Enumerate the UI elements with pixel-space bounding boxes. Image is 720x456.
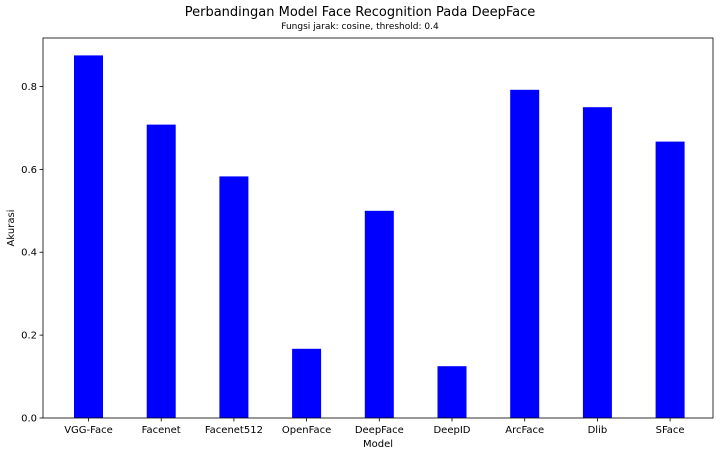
x-tick-label: Facenet bbox=[142, 425, 181, 436]
x-tick-label: SFace bbox=[656, 425, 685, 436]
x-axis-label: Model bbox=[363, 439, 393, 450]
bar-deepface bbox=[364, 210, 394, 418]
bar-facenet bbox=[146, 124, 176, 418]
plot-frame bbox=[42, 37, 714, 419]
chart-title: Perbandingan Model Face Recognition Pada… bbox=[184, 5, 536, 20]
x-tick-label: DeepID bbox=[433, 425, 470, 436]
bar-vgg-face bbox=[74, 55, 103, 419]
bar-deepid bbox=[437, 366, 467, 418]
bar-dlib bbox=[582, 107, 612, 419]
bar-sface bbox=[655, 141, 685, 418]
x-axis-ticks: VGG-Face Facenet Facenet512 OpenFace DeepFac… bbox=[64, 418, 685, 436]
y-axis-ticks: 0.0 0.2 0.4 0.6 0.8 bbox=[21, 82, 43, 425]
bar-facenet512 bbox=[219, 176, 249, 418]
y-tick-label: 0.8 bbox=[21, 82, 37, 93]
y-tick-label: 0.2 bbox=[21, 331, 37, 342]
y-tick-label: 0.4 bbox=[21, 248, 37, 259]
bars-group bbox=[74, 55, 685, 419]
y-tick-label: 0.6 bbox=[21, 165, 37, 176]
chart-subtitle: Fungsi jarak: cosine, threshold: 0.4 bbox=[281, 22, 439, 32]
x-tick-label: DeepFace bbox=[355, 425, 404, 436]
x-tick-label: OpenFace bbox=[282, 425, 331, 436]
y-tick-label: 0.0 bbox=[21, 414, 37, 425]
y-axis-label: Akurasi bbox=[6, 210, 17, 247]
x-tick-label: Facenet512 bbox=[205, 425, 263, 436]
x-tick-label: Dlib bbox=[588, 425, 608, 436]
x-tick-label: ArcFace bbox=[505, 425, 544, 436]
x-tick-label: VGG-Face bbox=[64, 425, 113, 436]
bar-arcface bbox=[510, 89, 540, 418]
bar-openface bbox=[292, 348, 322, 418]
